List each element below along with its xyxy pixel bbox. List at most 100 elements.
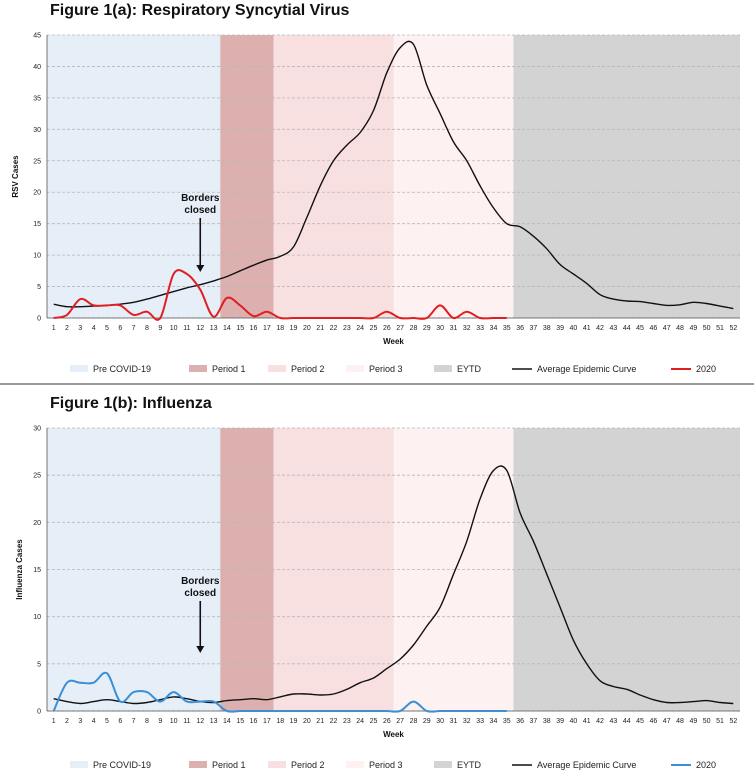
chart-b-x-tick-label: 51 <box>716 718 724 725</box>
chart-a-annotation-text: Borders <box>181 193 220 204</box>
chart-a-legend-label-period-2: Period 2 <box>291 364 325 374</box>
chart-a-x-tick-label: 48 <box>676 325 684 332</box>
chart-a-x-tick-label: 14 <box>223 325 231 332</box>
chart-a-legend-label-eytd: EYTD <box>457 364 482 374</box>
chart-b-x-tick-label: 33 <box>476 718 484 725</box>
chart-a-legend-swatch-period-1 <box>189 365 207 372</box>
chart-b-annotation-arrowhead <box>196 646 205 653</box>
chart-a-x-tick-label: 28 <box>410 325 418 332</box>
chart-a-y-tick-label: 15 <box>33 221 41 228</box>
chart-a-x-tick-label: 43 <box>609 325 617 332</box>
chart-b-x-tick-label: 42 <box>596 718 604 725</box>
chart-b-x-tick-label: 44 <box>623 718 631 725</box>
chart-a-x-tick-label: 32 <box>463 325 471 332</box>
chart-b-legend-label-pre-covid-19: Pre COVID-19 <box>93 760 151 770</box>
chart-b-y-tick-label: 20 <box>33 520 41 527</box>
chart-b-y-tick-label: 15 <box>33 567 41 574</box>
chart-b-x-tick-label: 47 <box>663 718 671 725</box>
chart-a-legend-label-average-epidemic-curve: Average Epidemic Curve <box>537 364 636 374</box>
chart-b-x-tick-label: 40 <box>570 718 578 725</box>
chart-a-x-tick-label: 31 <box>450 325 458 332</box>
chart-a-y-tick-label: 30 <box>33 127 41 134</box>
chart-b-legend-swatch-period-1 <box>189 761 207 768</box>
chart-a-period-period-2 <box>273 35 394 318</box>
chart-a-x-tick-label: 22 <box>330 325 338 332</box>
chart-a-y-tick-label: 40 <box>33 64 41 71</box>
chart-a-x-tick-label: 38 <box>543 325 551 332</box>
chart-b-legend-swatch-period-2 <box>268 761 286 768</box>
chart-b-legend-swatch-pre-covid-19 <box>70 761 88 768</box>
chart-b-x-tick-label: 45 <box>636 718 644 725</box>
chart-b-legend-label-period-3: Period 3 <box>369 760 403 770</box>
chart-b-x-tick-label: 22 <box>330 718 338 725</box>
chart-a-y-tick-label: 5 <box>37 284 41 291</box>
chart-a-y-tick-label: 20 <box>33 190 41 197</box>
chart-b-x-tick-label: 15 <box>236 718 244 725</box>
chart-b-x-tick-label: 3 <box>78 718 82 725</box>
chart-a-x-tick-label: 27 <box>396 325 404 332</box>
chart-b-x-tick-label: 19 <box>290 718 298 725</box>
chart-a-legend-swatch-period-2 <box>268 365 286 372</box>
chart-a-x-tick-label: 19 <box>290 325 298 332</box>
chart-b-x-tick-label: 43 <box>609 718 617 725</box>
chart-b-x-tick-label: 20 <box>303 718 311 725</box>
chart-b-annotation-text: Borders <box>181 576 220 587</box>
chart-a-x-tick-label: 11 <box>183 325 190 332</box>
panel-divider <box>0 383 754 385</box>
chart-b-y-tick-label: 0 <box>37 709 41 716</box>
chart-b-x-tick-label: 18 <box>276 718 284 725</box>
chart-b-x-axis-title: Week <box>383 730 404 739</box>
chart-a-y-tick-label: 45 <box>33 33 41 40</box>
chart-b-series-2020 <box>52 671 507 713</box>
chart-b-x-tick-label: 50 <box>703 718 711 725</box>
chart-b-x-tick-label: 23 <box>343 718 351 725</box>
chart-a-x-tick-label: 1 <box>52 325 56 332</box>
chart-a-x-tick-label: 42 <box>596 325 604 332</box>
chart-a-x-tick-label: 26 <box>383 325 391 332</box>
chart-b-x-tick-label: 9 <box>158 718 162 725</box>
chart-b-x-tick-label: 49 <box>689 718 697 725</box>
chart-b-y-tick-label: 5 <box>37 661 41 668</box>
chart-a-x-tick-label: 49 <box>689 325 697 332</box>
chart-b-x-tick-label: 14 <box>223 718 231 725</box>
chart-b-x-tick-label: 1 <box>52 718 56 725</box>
chart-a-x-tick-label: 4 <box>92 325 96 332</box>
figure-1a-title: Figure 1(a): Respiratory Syncytial Virus <box>50 2 350 19</box>
chart-a-legend-swatch-pre-covid-19 <box>70 365 88 372</box>
chart-a-x-tick-label: 21 <box>316 325 324 332</box>
chart-a-legend-label-pre-covid-19: Pre COVID-19 <box>93 364 151 374</box>
chart-a-x-tick-label: 10 <box>170 325 178 332</box>
chart-b-legend-label-2020: 2020 <box>696 760 716 770</box>
chart-b-x-tick-label: 6 <box>118 718 122 725</box>
chart-a-x-tick-label: 5 <box>105 325 109 332</box>
chart-a-x-tick-label: 8 <box>145 325 149 332</box>
chart-b-x-tick-label: 8 <box>145 718 149 725</box>
chart-b-x-tick-label: 39 <box>556 718 564 725</box>
chart-a-x-tick-label: 52 <box>729 325 737 332</box>
chart-a-legend-label-2020: 2020 <box>696 364 716 374</box>
chart-a-period-period-3 <box>393 35 514 318</box>
chart-a-period-period-1 <box>220 35 274 318</box>
chart-a-x-tick-label: 24 <box>356 325 364 332</box>
chart-b-legend-label-period-2: Period 2 <box>291 760 325 770</box>
chart-a-x-tick-label: 33 <box>476 325 484 332</box>
chart-a-x-tick-label: 45 <box>636 325 644 332</box>
chart-b-x-tick-label: 35 <box>503 718 511 725</box>
chart-a-x-tick-label: 37 <box>530 325 538 332</box>
chart-a-x-tick-label: 9 <box>158 325 162 332</box>
chart-b-x-tick-label: 38 <box>543 718 551 725</box>
chart-b-x-tick-label: 48 <box>676 718 684 725</box>
chart-b-x-tick-label: 17 <box>263 718 271 725</box>
chart-a-x-tick-label: 47 <box>663 325 671 332</box>
chart-b-y-axis-title: Influenza Cases <box>15 539 24 600</box>
chart-b-legend-label-period-1: Period 1 <box>212 760 246 770</box>
chart-b-x-tick-label: 29 <box>423 718 431 725</box>
chart-b-y-tick-label: 10 <box>33 614 41 621</box>
figure-1b-title: Figure 1(b): Influenza <box>50 395 212 412</box>
chart-a-x-tick-label: 50 <box>703 325 711 332</box>
chart-a-x-tick-label: 17 <box>263 325 271 332</box>
chart-b-annotation-text: closed <box>184 588 216 599</box>
chart-b-y-tick-label: 30 <box>33 426 41 433</box>
